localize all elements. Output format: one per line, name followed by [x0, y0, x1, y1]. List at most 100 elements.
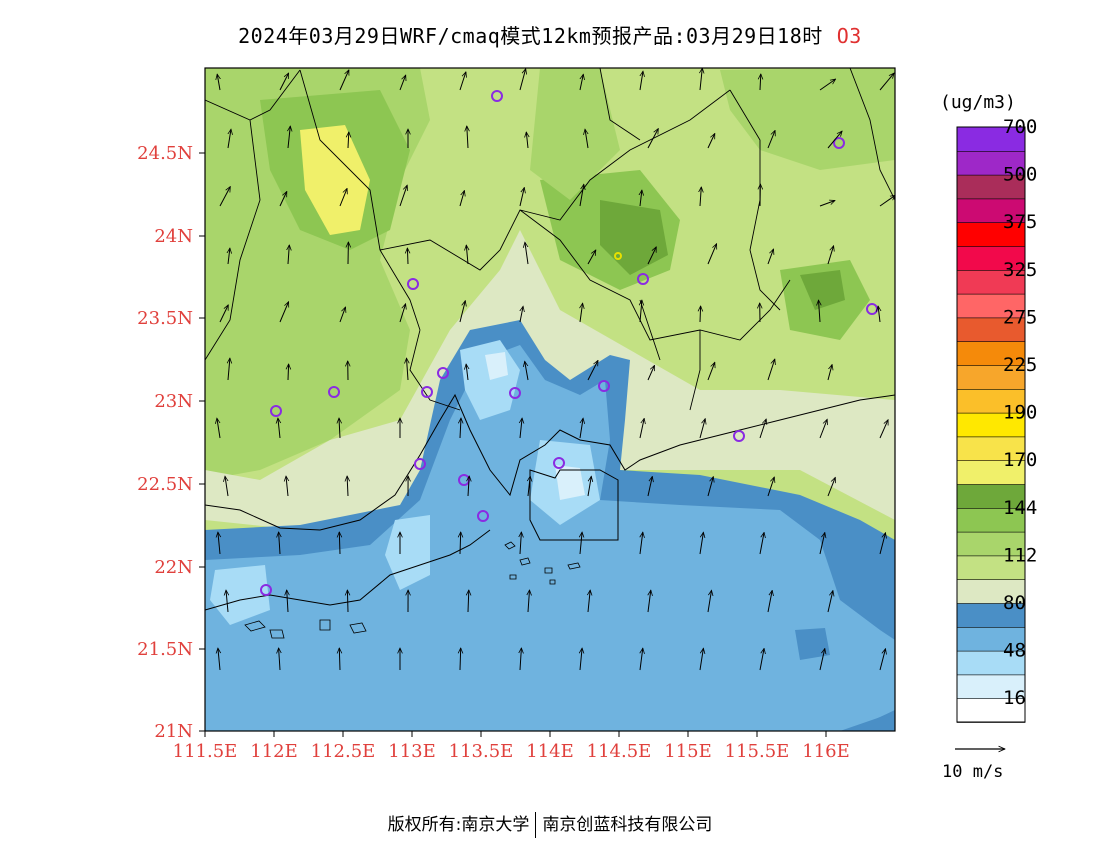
colorbar-swatch [956, 531, 1026, 557]
axis-ticks [199, 152, 827, 737]
colorbar-swatch [956, 650, 1026, 676]
wind-vectors [217, 68, 895, 671]
wind-arrow [519, 188, 524, 207]
lat-label: 23.5N [137, 308, 193, 329]
wind-arrow [228, 358, 230, 381]
colorbar-swatch [956, 221, 1026, 247]
colorbar-tick-label: 144 [1003, 497, 1037, 519]
wind-arrow [827, 131, 842, 149]
wind-arrow [407, 358, 409, 381]
lat-label: 24N [154, 226, 193, 247]
wind-arrow [819, 533, 825, 555]
lat-label: 21.5N [137, 639, 193, 660]
wind-arrow [218, 532, 220, 555]
wind-arrow [348, 132, 349, 149]
title-text: 2024年03月29日WRF/cmaq模式12km预报产品:03月29日18时 [238, 24, 823, 48]
colorbar-swatch [956, 269, 1026, 295]
wind-arrow [520, 648, 521, 671]
lon-label: 114E [526, 741, 574, 762]
wind-arrow [699, 532, 703, 555]
wind-arrow [339, 532, 340, 555]
colorbar-swatch [956, 174, 1026, 200]
wind-arrow [467, 126, 468, 149]
lat-label: 22.5N [137, 474, 193, 495]
wind-arrow [827, 591, 833, 613]
species-label: O3 [836, 24, 862, 48]
wind-arrow [759, 648, 764, 671]
wind-arrow [587, 476, 591, 497]
wind-arrow [707, 134, 716, 149]
wind-arrow [819, 649, 825, 671]
wind-arrow [700, 68, 702, 91]
wind-arrow [288, 245, 289, 265]
wind-arrow [819, 201, 835, 207]
map-title: 2024年03月29日WRF/cmaq模式12km预报产品:03月29日18时 O… [0, 20, 1100, 49]
wind-arrow [228, 129, 231, 149]
colorbar-tick-label: 170 [1003, 449, 1037, 471]
lat-label: 22N [154, 557, 193, 578]
wind-arrow [588, 590, 590, 613]
wind-arrow [520, 418, 522, 439]
wind-arrow [579, 418, 583, 439]
wind-arrow [827, 365, 832, 381]
wind-arrow [459, 301, 465, 323]
hotspot-yellow [300, 125, 370, 235]
lon-label: 114.5E [587, 741, 652, 762]
wind-arrow [217, 418, 221, 439]
lon-label: 113E [388, 741, 436, 762]
land-green-north [530, 68, 620, 200]
colorbar-swatch [956, 626, 1026, 652]
wind-arrow [819, 419, 827, 439]
lon-label: 115.5E [725, 741, 790, 762]
wind-arrow [827, 477, 835, 497]
wind-arrow [878, 306, 880, 323]
wind-arrow [767, 249, 774, 265]
colorbar-labels: 16 48 80 112 144 170 190 225 275 325 375 500 700 [1003, 116, 1037, 709]
wind-arrow [819, 300, 821, 323]
wind-arrow [460, 418, 461, 439]
wind-arrow [587, 360, 599, 381]
copyright-footer: 版权所有:南京大学 南京创蓝科技有限公司 [0, 810, 1100, 838]
wind-arrow [287, 590, 288, 613]
wind-arrow [528, 476, 530, 497]
wind-arrow [399, 304, 406, 323]
wind-arrow [468, 590, 469, 613]
land-darkgreen-center [600, 200, 668, 275]
wind-arrow [879, 73, 894, 91]
lat-label: 21N [154, 721, 193, 742]
colorbar-tick-label: 375 [1003, 211, 1037, 233]
wind-arrow [286, 476, 288, 497]
wind-arrow [879, 420, 889, 439]
land-darkgreen-east [800, 270, 845, 310]
wind-arrow [347, 590, 348, 613]
wind-arrow [526, 132, 528, 149]
colorbar-tick-label: 48 [1003, 640, 1026, 662]
wind-arrow [587, 250, 596, 265]
wind-arrow [339, 307, 346, 323]
wind-arrow [767, 359, 775, 381]
footer-separator [535, 812, 537, 838]
reference-vector-label: 10 m/s [942, 762, 1004, 782]
wind-arrow [226, 590, 228, 613]
land-green-northeast [720, 68, 895, 170]
wind-arrow [640, 71, 643, 91]
copyright-right: 南京创蓝科技有限公司 [542, 815, 713, 835]
lon-label: 112.5E [311, 741, 376, 762]
wind-arrow [819, 79, 836, 91]
wind-arrow [640, 300, 642, 323]
lat-label: 24.5N [137, 143, 193, 164]
wind-arrow [459, 72, 466, 91]
coastline-southwest [205, 529, 491, 611]
colorbar-tick-label: 190 [1003, 402, 1037, 424]
wind-arrow [460, 532, 461, 555]
colorbar-tick-label: 325 [1003, 259, 1037, 281]
wind-arrow [640, 190, 642, 207]
coastline [205, 393, 895, 531]
sea-light [205, 345, 895, 731]
colorbar-frame [956, 126, 1026, 723]
colorbar-swatch [956, 388, 1026, 414]
colorbar-swatch [956, 459, 1026, 485]
wind-arrow [647, 365, 655, 381]
wind-arrow [585, 129, 588, 149]
wind-arrow [767, 590, 772, 613]
